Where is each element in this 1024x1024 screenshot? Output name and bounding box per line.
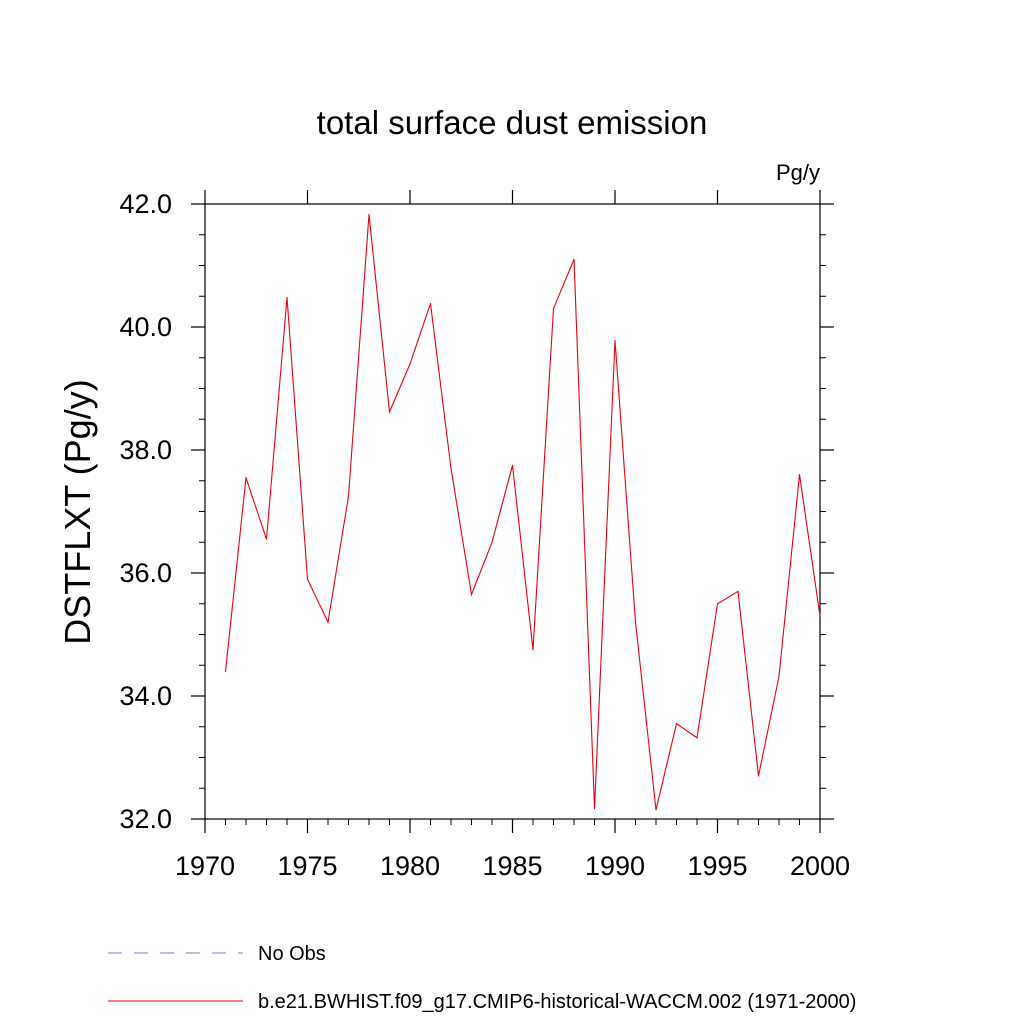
data-point bbox=[491, 541, 493, 543]
data-point bbox=[634, 621, 637, 623]
legend-label-no-obs: No Obs bbox=[258, 943, 326, 965]
plot-frame bbox=[204, 203, 821, 820]
data-point bbox=[532, 649, 534, 651]
data-point bbox=[286, 296, 288, 299]
data-point bbox=[552, 307, 555, 310]
y-tick-label: 40.0 bbox=[119, 312, 172, 342]
data-point bbox=[737, 590, 739, 593]
data-point bbox=[593, 807, 596, 810]
y-tick-label: 38.0 bbox=[119, 435, 172, 465]
data-point bbox=[245, 477, 247, 479]
x-tick-label: 1970 bbox=[175, 851, 235, 881]
x-tick-label: 2000 bbox=[790, 851, 850, 881]
data-point bbox=[368, 213, 370, 216]
y-tick-label: 42.0 bbox=[119, 189, 172, 219]
data-point bbox=[265, 538, 268, 540]
units-label: Pg/y bbox=[776, 160, 820, 185]
data-point bbox=[450, 467, 452, 470]
tick-labels: 1970 1975 1980 1985 1990 1995 2000 32.0 34.0 36.0… bbox=[119, 189, 850, 881]
data-point bbox=[757, 775, 760, 777]
y-tick-label: 36.0 bbox=[119, 558, 172, 588]
x-tick-label: 1985 bbox=[482, 851, 542, 881]
data-point bbox=[224, 670, 227, 673]
plot-area bbox=[204, 203, 821, 820]
data-point bbox=[573, 258, 575, 260]
data-point bbox=[778, 675, 780, 677]
legend: No Obs b.e21.BWHIST.f09_g17.CMIP6-histor… bbox=[108, 943, 856, 1013]
data-point bbox=[327, 621, 329, 623]
data-point bbox=[696, 737, 698, 739]
data-point bbox=[409, 363, 411, 365]
data-point bbox=[347, 495, 350, 497]
data-point bbox=[306, 578, 309, 580]
x-tick-label: 1995 bbox=[687, 851, 747, 881]
data-point bbox=[819, 615, 821, 617]
y-tick-label: 32.0 bbox=[119, 804, 172, 834]
data-point bbox=[470, 593, 473, 596]
series-layer bbox=[224, 213, 821, 811]
y-axis-label: DSTFLXT (Pg/y) bbox=[57, 379, 98, 644]
legend-label-waccm: b.e21.BWHIST.f09_g17.CMIP6-historical-WA… bbox=[258, 991, 856, 1013]
data-point bbox=[655, 809, 657, 811]
data-point bbox=[429, 303, 432, 305]
data-point bbox=[675, 723, 678, 725]
data-point bbox=[614, 339, 616, 342]
data-point bbox=[798, 474, 801, 476]
y-tick-label: 34.0 bbox=[119, 681, 172, 711]
data-point bbox=[716, 603, 719, 605]
x-tick-label: 1990 bbox=[585, 851, 645, 881]
data-point bbox=[388, 411, 391, 413]
axis-ticks bbox=[191, 190, 834, 833]
data-point bbox=[511, 464, 514, 466]
series-line bbox=[224, 214, 821, 810]
x-tick-label: 1975 bbox=[277, 851, 337, 881]
x-tick-label: 1980 bbox=[380, 851, 440, 881]
chart-title: total surface dust emission bbox=[317, 104, 708, 141]
